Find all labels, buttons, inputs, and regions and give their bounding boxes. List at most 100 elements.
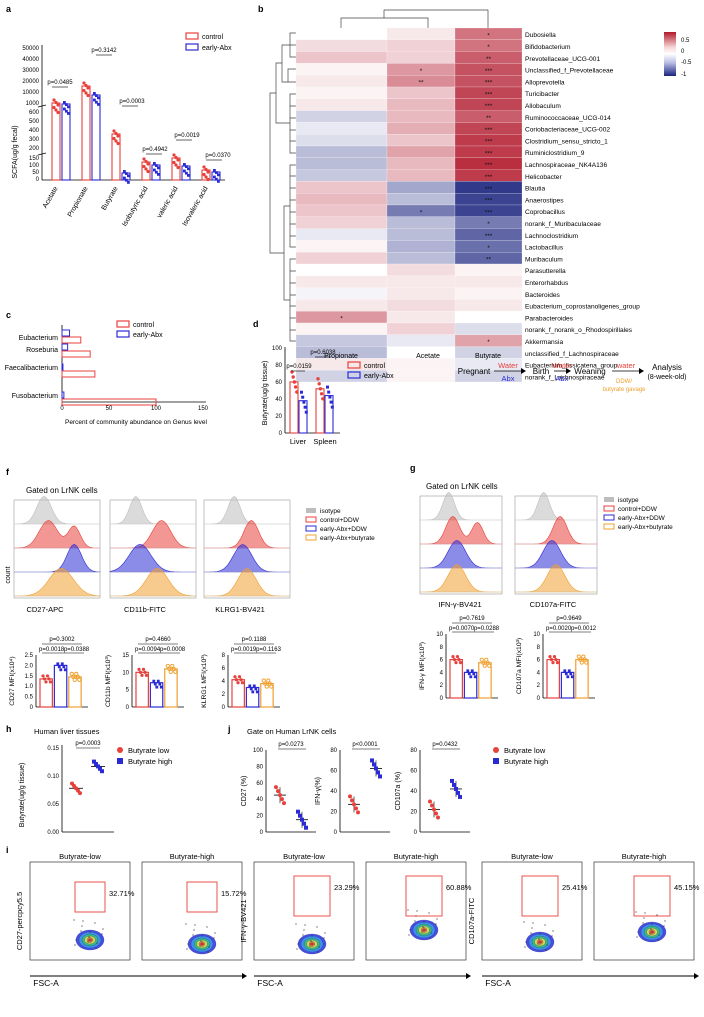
dot-abx (93, 98, 96, 102)
legend-swatch-control (603, 505, 615, 512)
panel-h-marks (69, 759, 105, 796)
ytick: 0 (537, 696, 541, 702)
legend-swatch-control (347, 361, 361, 369)
ytick: 100 (272, 346, 283, 352)
pvalue: p=0.0432 (432, 742, 458, 748)
genus-label: Faecalibacterium (5, 365, 58, 372)
event-dot (206, 926, 208, 928)
xtick-label: Butyrate (101, 185, 120, 211)
bar-abx (91, 94, 101, 181)
dot-control (52, 105, 56, 110)
significance-stars: *** (485, 68, 493, 75)
row-label: Blautia (525, 186, 545, 193)
ytick: 20 (256, 814, 263, 820)
panel-j-human-lrnk: Gate on Human LrNK cells 0 20 40 60 80 100 CD2… (241, 727, 548, 836)
dot-abx (65, 103, 68, 106)
pvalue: p=0.0003 (119, 99, 145, 105)
dot (301, 395, 305, 399)
dot (173, 669, 178, 674)
flow-plot-frame (253, 861, 355, 961)
dot (555, 661, 560, 665)
panel-h-ylabel: Butyrate(ug/g tissue) (19, 763, 26, 828)
cd107a-histogram (515, 540, 597, 569)
heat-cell (295, 134, 388, 147)
cd11b-histogram (110, 496, 196, 525)
dot-control (176, 158, 180, 162)
ytick: 60 (410, 769, 417, 775)
event-dot (551, 935, 553, 937)
ytick: 6 (537, 658, 541, 664)
panel-f-legend: isotype control+DDW early-Abx+DDW early-… (305, 508, 375, 542)
ytick: 0.5 (25, 695, 34, 701)
dot (170, 663, 175, 668)
bar (53, 664, 68, 708)
panel-b-dendrogram-left (269, 32, 296, 342)
dot (456, 790, 460, 795)
bar (245, 686, 260, 708)
cd27-histogram (14, 544, 101, 573)
dot (378, 774, 382, 779)
panel-c-genus-labels: Eubacterium Roseburia Faecalibacterium F… (5, 335, 58, 400)
significance-stars: *** (485, 162, 493, 169)
dot-abx (185, 171, 188, 175)
dot-abx (155, 170, 158, 174)
event-dot (309, 945, 311, 947)
dot (47, 677, 51, 681)
legend-marker-low (493, 747, 499, 753)
dot (167, 666, 172, 671)
dot (354, 806, 358, 811)
dot (300, 390, 303, 394)
panel-f-bar-charts: 0 0.5 1.0 1.5 2.0 2.5 CD27 MFI(x10⁴) p=0.3002 p=… (9, 637, 282, 711)
event-dot (416, 910, 418, 912)
heat-cell (454, 311, 523, 324)
dot (75, 674, 80, 679)
pvalue: p=0.0159 (286, 364, 312, 370)
dot-abx (153, 162, 156, 165)
pvalue: p=0.0070 (449, 626, 475, 632)
panel-b-row-labels: Dubosiella Bifidobacterium Prevotellaceae_… (525, 32, 640, 381)
dot (376, 770, 380, 775)
ytick: 10000 (22, 90, 39, 96)
dot (143, 670, 147, 674)
dot (452, 658, 457, 662)
bar (135, 671, 149, 708)
heat-cell (386, 287, 456, 300)
ylabel: CD27-percpcy5.5 (15, 892, 24, 950)
bar-control (61, 398, 157, 406)
dot (44, 680, 48, 684)
bar-control (81, 85, 91, 181)
heat-cell (386, 39, 456, 52)
ytick: 500 (29, 119, 40, 125)
klrg1-histogram (204, 520, 290, 549)
ytick: 40 (256, 797, 263, 803)
heat-cell (454, 275, 523, 288)
dot (234, 678, 239, 682)
pvalue: p=0.0388 (64, 647, 90, 653)
xtick: 150 (198, 406, 209, 412)
event-dot (423, 921, 425, 923)
legend-swatch-abx (347, 371, 361, 379)
heat-cell (386, 110, 456, 123)
dot-abx (155, 164, 158, 167)
event-dot (201, 935, 203, 937)
dot-abx (153, 168, 156, 172)
xlabel: IFN-γ-BV421 (438, 600, 481, 609)
ytick: 150 (29, 156, 40, 162)
heat-cell (295, 193, 388, 206)
event-dot (409, 929, 411, 931)
dot (566, 675, 570, 679)
ytick: 0.05 (47, 802, 59, 808)
row-label: Unclassified_f_Prevotellaceae (525, 68, 614, 75)
ifng-frame (419, 495, 503, 595)
bar-control (51, 102, 61, 181)
dot-control (146, 169, 150, 174)
label-abx-2: Abx (556, 374, 569, 383)
panel-letter-c: c (6, 310, 11, 320)
bar (260, 682, 274, 708)
ytick: 15 (122, 653, 129, 659)
dot (569, 672, 573, 676)
event-dot (525, 941, 527, 943)
panel-g-legend: isotype control+DDW early-Abx+DDW early-… (603, 497, 673, 531)
significance-stars: * (487, 339, 490, 346)
event-dot (193, 929, 195, 931)
